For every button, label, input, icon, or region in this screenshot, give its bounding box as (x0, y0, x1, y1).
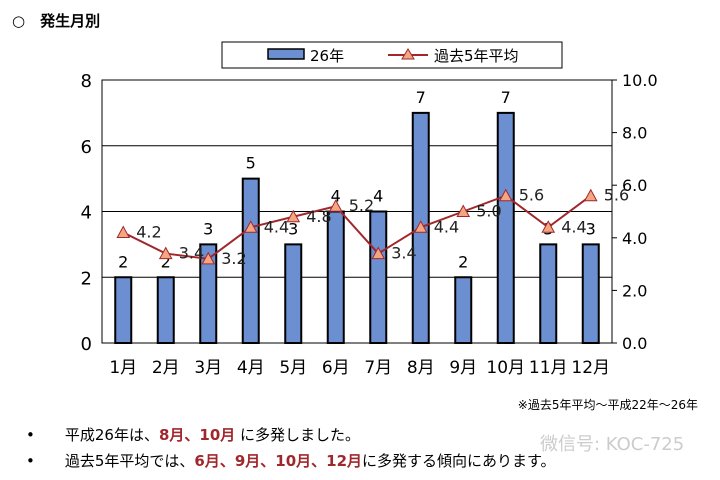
bullet-1: • 平成26年は、8月、10月 に多発しました。 (26, 426, 361, 444)
x-tick: 12月 (571, 358, 610, 378)
x-tick: 9月 (449, 358, 477, 378)
line-marker (201, 251, 216, 265)
bar-label: 3 (586, 219, 596, 238)
bar-label: 2 (458, 252, 468, 271)
bar (539, 243, 558, 344)
y-tick-right: 6.0 (622, 176, 647, 195)
y-tick-left: 6 (81, 137, 92, 158)
x-tick: 6月 (322, 358, 350, 378)
line-marker (328, 199, 343, 212)
y-tick-left: 0 (81, 334, 92, 355)
bar-label: 3 (288, 219, 298, 238)
bar-label: 2 (118, 252, 128, 271)
line-label: 4.2 (136, 223, 161, 242)
line-marker (583, 188, 598, 202)
y-tick-right: 8.0 (622, 124, 647, 143)
line-marker (413, 220, 428, 233)
line-marker (498, 188, 513, 202)
bar (114, 276, 133, 344)
bullet-2: • 過去5年平均では、6月、9月、10月、12月に多発する傾向にあります。 (26, 452, 556, 470)
x-tick: 1月 (109, 358, 137, 378)
bullet-text: 平成26年は、 (64, 426, 159, 444)
section-title: ○ 発生月別 (12, 12, 101, 30)
y-tick-right: 0.0 (622, 334, 647, 353)
legend-label: 過去5年平均 (434, 47, 519, 65)
x-tick: 8月 (407, 358, 435, 378)
line-label: 4.4 (434, 217, 459, 236)
bullet-text: に多発しました。 (235, 426, 361, 444)
y-tick-right: 4.0 (622, 229, 647, 248)
line-series (122, 194, 592, 260)
y-tick-left: 4 (81, 203, 92, 224)
bar (326, 210, 345, 344)
bar-label: 5 (246, 154, 256, 173)
bar-label: 3 (203, 219, 213, 238)
bar-label: 2 (161, 252, 171, 271)
bar-label: 4 (373, 187, 383, 206)
line-label: 4.4 (561, 217, 586, 236)
bar-label: 4 (331, 187, 341, 206)
line-label: 4.4 (264, 217, 289, 236)
bar (284, 243, 303, 344)
bar (369, 210, 388, 344)
line-label: 5.0 (476, 202, 501, 221)
x-tick: 4月 (237, 358, 265, 378)
bullet-highlight: 6月、9月、10月、12月 (194, 452, 363, 470)
bar (156, 276, 175, 344)
line-label: 5.6 (519, 186, 544, 205)
legend-bar-swatch (267, 48, 305, 60)
line-marker (371, 246, 386, 260)
bar (199, 243, 218, 344)
legend-label: 26年 (310, 47, 344, 65)
line-label: 3.2 (221, 249, 246, 268)
bar (581, 243, 600, 344)
x-tick: 11月 (529, 358, 568, 378)
bullet-highlight: 8月、10月 (158, 426, 236, 444)
line-label: 5.2 (349, 196, 374, 215)
y-tick-left: 8 (81, 71, 92, 92)
line-label: 5.6 (604, 186, 629, 205)
chart-note: ※過去5年平均～平成22年～26年 (517, 398, 698, 412)
line-marker (286, 209, 301, 223)
bar (241, 177, 260, 344)
x-tick: 10月 (486, 358, 525, 378)
legend-marker (401, 48, 415, 60)
line-label: 4.8 (306, 207, 331, 226)
x-tick: 2月 (152, 358, 180, 378)
bullet-text: 過去5年平均では、 (64, 452, 195, 470)
line-label: 3.4 (391, 244, 416, 263)
line-label: 3.4 (179, 244, 204, 263)
x-tick: 3月 (194, 358, 222, 378)
bullet-text: に多発する傾向にあります。 (362, 452, 556, 470)
y-tick-left: 2 (81, 268, 92, 289)
y-tick-right: 2.0 (622, 281, 647, 300)
line-marker (116, 225, 131, 239)
bar (454, 276, 473, 344)
x-tick: 7月 (364, 358, 392, 378)
line-marker (243, 220, 258, 233)
watermark: 微信号: KOC-725 (540, 434, 685, 455)
y-tick-right: 10.0 (622, 71, 658, 90)
line-marker (541, 220, 556, 233)
bar-label: 7 (501, 88, 511, 107)
line-marker (456, 204, 471, 217)
bar-label: 7 (416, 88, 426, 107)
chart: 0 2 4 6 8 0.0 2.0 4.0 6.0 8.0 10.0 1月 2月 3月 4月 5月 6月 7月 8月… (81, 41, 658, 378)
line-marker (158, 246, 173, 260)
x-tick: 5月 (279, 358, 307, 378)
bar (496, 111, 515, 344)
